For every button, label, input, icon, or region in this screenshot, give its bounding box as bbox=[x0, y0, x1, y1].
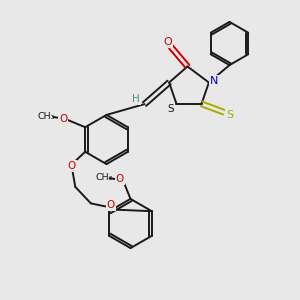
Text: O: O bbox=[164, 38, 172, 47]
Text: CH₃: CH₃ bbox=[96, 173, 113, 182]
Text: CH₃: CH₃ bbox=[38, 112, 55, 121]
Text: H: H bbox=[132, 94, 140, 104]
Text: N: N bbox=[210, 76, 218, 86]
Text: O: O bbox=[106, 200, 115, 211]
Text: O: O bbox=[116, 174, 124, 184]
Text: O: O bbox=[59, 114, 68, 124]
Text: O: O bbox=[68, 161, 76, 171]
Text: S: S bbox=[168, 104, 174, 114]
Text: S: S bbox=[226, 110, 233, 120]
